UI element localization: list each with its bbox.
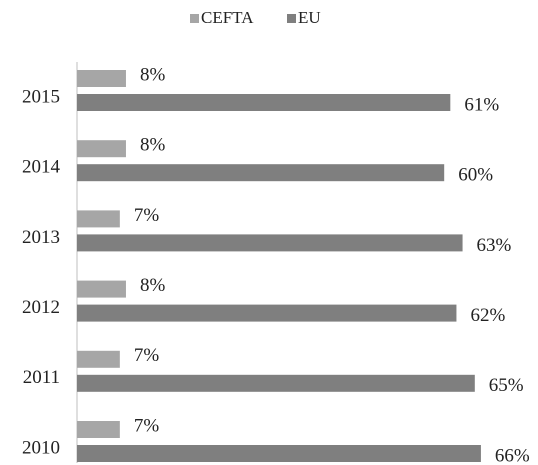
value-label: 62% — [470, 305, 505, 326]
y-tick-label: 2010 — [22, 437, 60, 458]
y-tick-label: 2015 — [22, 86, 60, 107]
value-label: 61% — [464, 94, 499, 115]
bar — [77, 234, 463, 252]
legend-swatch — [190, 14, 199, 23]
value-label: 65% — [489, 375, 524, 396]
bar — [77, 280, 126, 298]
value-label: 8% — [140, 275, 166, 296]
value-label: 7% — [134, 345, 160, 366]
value-label: 8% — [140, 135, 166, 156]
y-tick-label: 2012 — [22, 297, 60, 318]
bar — [77, 374, 475, 392]
y-tick-label: 2014 — [22, 157, 61, 178]
value-label: 8% — [140, 64, 166, 85]
legend-swatch — [287, 14, 296, 23]
bar — [77, 70, 126, 87]
legend-label: CEFTA — [201, 8, 254, 27]
bar — [77, 350, 120, 368]
bar — [77, 94, 451, 111]
bar — [77, 164, 445, 182]
y-tick-label: 2011 — [23, 367, 60, 388]
value-label: 66% — [495, 445, 530, 465]
bar — [77, 304, 457, 322]
value-label: 7% — [134, 415, 160, 436]
y-tick-label: 2013 — [22, 227, 60, 248]
value-label: 60% — [458, 165, 493, 186]
bar — [77, 140, 126, 158]
bar — [77, 421, 120, 438]
legend-label: EU — [298, 8, 321, 27]
value-label: 63% — [477, 235, 512, 256]
bar — [77, 210, 120, 228]
value-label: 7% — [134, 205, 160, 226]
bar — [77, 445, 481, 462]
